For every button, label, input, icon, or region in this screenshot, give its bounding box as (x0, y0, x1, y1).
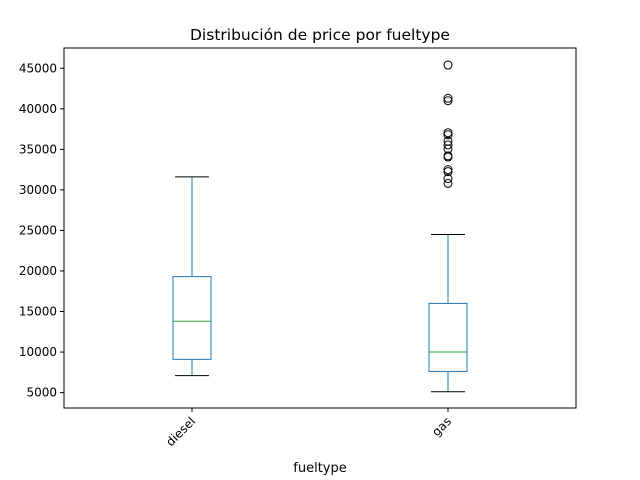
outlier-gas-8 (443, 136, 453, 146)
iqr-box-diesel (172, 276, 212, 360)
outlier-gas-1 (443, 174, 453, 184)
y-tick-label-45000: 45000 (19, 61, 57, 75)
outlier-gas-0 (443, 178, 453, 188)
outlier-gas-5 (443, 151, 453, 161)
y-tick-label-5000: 5000 (26, 386, 57, 400)
y-tick-label-25000: 25000 (19, 223, 57, 237)
outlier-gas-13 (443, 60, 453, 70)
x-tick-label-diesel: diesel (163, 414, 198, 449)
iqr-box-gas (428, 302, 468, 373)
chart-title: Distribución de price por fueltype (190, 26, 450, 44)
outlier-gas-3 (443, 165, 453, 175)
y-tick-label-30000: 30000 (19, 183, 57, 197)
y-tick-label-10000: 10000 (19, 345, 57, 359)
x-tick-label-gas: gas (429, 414, 454, 439)
outlier-gas-7 (443, 140, 453, 150)
x-axis: diesel gas (163, 408, 454, 449)
plot-area (172, 60, 468, 393)
box-diesel (172, 176, 212, 377)
y-tick-label-35000: 35000 (19, 142, 57, 156)
y-tick-label-15000: 15000 (19, 305, 57, 319)
outlier-gas-12 (443, 93, 453, 103)
x-axis-label: fueltype (293, 461, 346, 476)
outlier-gas-11 (443, 96, 453, 106)
y-tick-label-40000: 40000 (19, 102, 57, 116)
y-tick-label-20000: 20000 (19, 264, 57, 278)
plot-frame (63, 47, 577, 409)
outlier-gas-10 (443, 128, 453, 138)
y-axis: 5000 10000 15000 20000 25000 30000 35000 40000 4… (19, 61, 64, 400)
box-gas (428, 60, 468, 393)
